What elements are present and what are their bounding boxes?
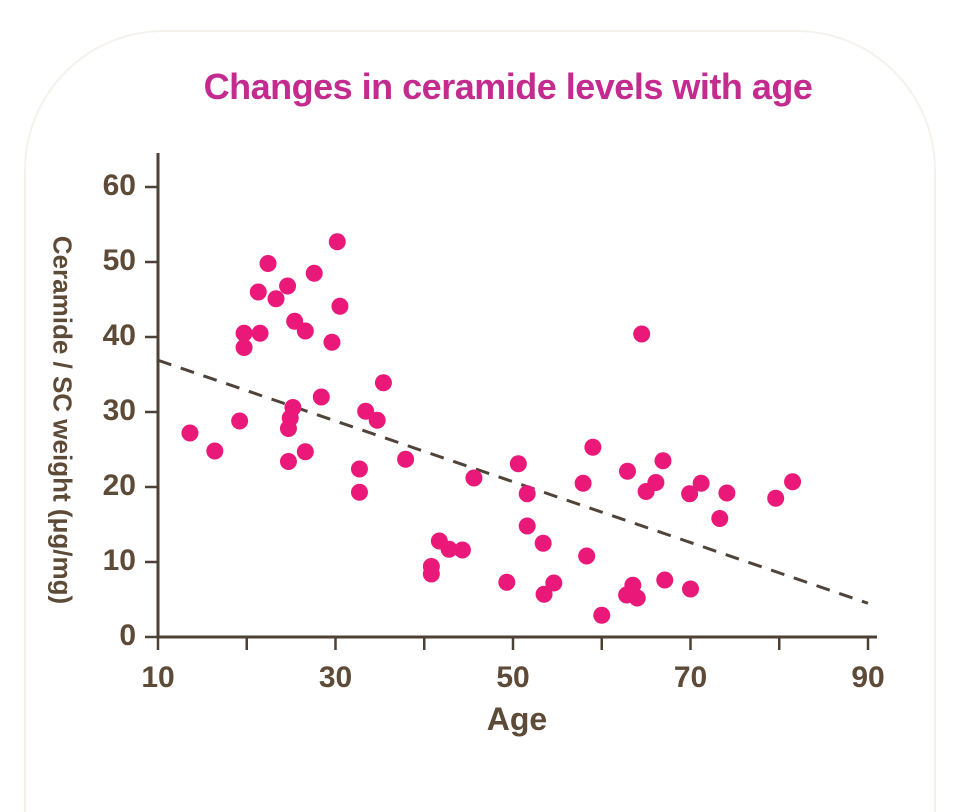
data-point — [323, 333, 341, 351]
data-point — [279, 453, 297, 470]
data-point — [231, 412, 249, 430]
data-point — [249, 283, 267, 301]
data-point — [235, 339, 253, 356]
data-point — [767, 489, 785, 507]
data-point — [545, 574, 563, 592]
data-point — [206, 442, 224, 460]
y-tick-label: 0 — [119, 619, 136, 652]
data-point — [259, 255, 277, 272]
data-point — [235, 324, 253, 342]
data-point — [422, 565, 440, 583]
y-tick-label: 60 — [103, 169, 136, 202]
data-point — [624, 576, 642, 594]
data-point — [656, 571, 674, 589]
data-point — [535, 585, 553, 603]
data-point — [711, 510, 729, 527]
data-point — [682, 580, 699, 598]
data-point — [312, 388, 330, 406]
x-axis-title: Age — [486, 701, 548, 737]
data-point — [518, 485, 536, 503]
y-tick-label: 40 — [103, 319, 136, 352]
data-point — [374, 374, 392, 392]
x-tick-label: 10 — [141, 661, 174, 694]
x-tick-label: 90 — [851, 661, 884, 694]
y-tick-label: 20 — [103, 469, 136, 502]
y-axis-title: Ceramide / SC weight (μg/mg) — [47, 235, 78, 605]
data-point — [534, 534, 552, 552]
data-point — [279, 277, 297, 295]
data-point — [574, 474, 592, 492]
data-point — [633, 325, 651, 343]
data-point — [465, 469, 483, 487]
data-point — [350, 460, 368, 478]
data-point — [628, 589, 646, 607]
data-point — [296, 322, 314, 340]
data-point — [331, 297, 349, 315]
y-tick-label: 10 — [103, 544, 136, 577]
data-point — [368, 411, 386, 429]
x-tick-label: 50 — [496, 661, 529, 694]
x-tick-label: 70 — [674, 661, 707, 694]
trend-line — [157, 358, 869, 605]
data-point — [397, 450, 415, 468]
data-point — [453, 541, 471, 559]
y-tick-label: 50 — [103, 244, 136, 277]
data-point — [584, 438, 602, 456]
data-point — [618, 462, 636, 480]
data-point — [718, 484, 736, 502]
data-point — [654, 452, 672, 470]
data-point — [251, 324, 269, 342]
data-point — [681, 485, 699, 503]
data-point — [181, 424, 199, 442]
data-point — [350, 483, 368, 501]
data-point — [509, 455, 527, 473]
data-point — [296, 443, 314, 461]
data-point — [498, 573, 516, 591]
data-point — [518, 517, 536, 535]
data-point — [440, 540, 458, 558]
data-point — [267, 290, 285, 308]
chart-title: Changes in ceramide levels with age — [203, 66, 813, 107]
data-point — [328, 233, 346, 251]
data-point — [692, 474, 710, 492]
data-point — [357, 402, 375, 420]
data-point — [593, 606, 611, 624]
x-tick-label: 30 — [319, 661, 352, 694]
data-point — [305, 264, 323, 282]
y-tick-label: 30 — [103, 394, 136, 427]
data-point — [578, 547, 596, 565]
data-point — [279, 420, 297, 437]
data-point — [784, 473, 802, 491]
data-point — [647, 474, 665, 491]
